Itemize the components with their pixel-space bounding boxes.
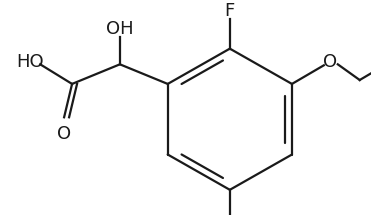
Text: O: O: [57, 125, 71, 143]
Text: F: F: [225, 2, 235, 20]
Text: HO: HO: [16, 53, 44, 71]
Text: O: O: [323, 53, 337, 71]
Text: OH: OH: [106, 20, 134, 38]
